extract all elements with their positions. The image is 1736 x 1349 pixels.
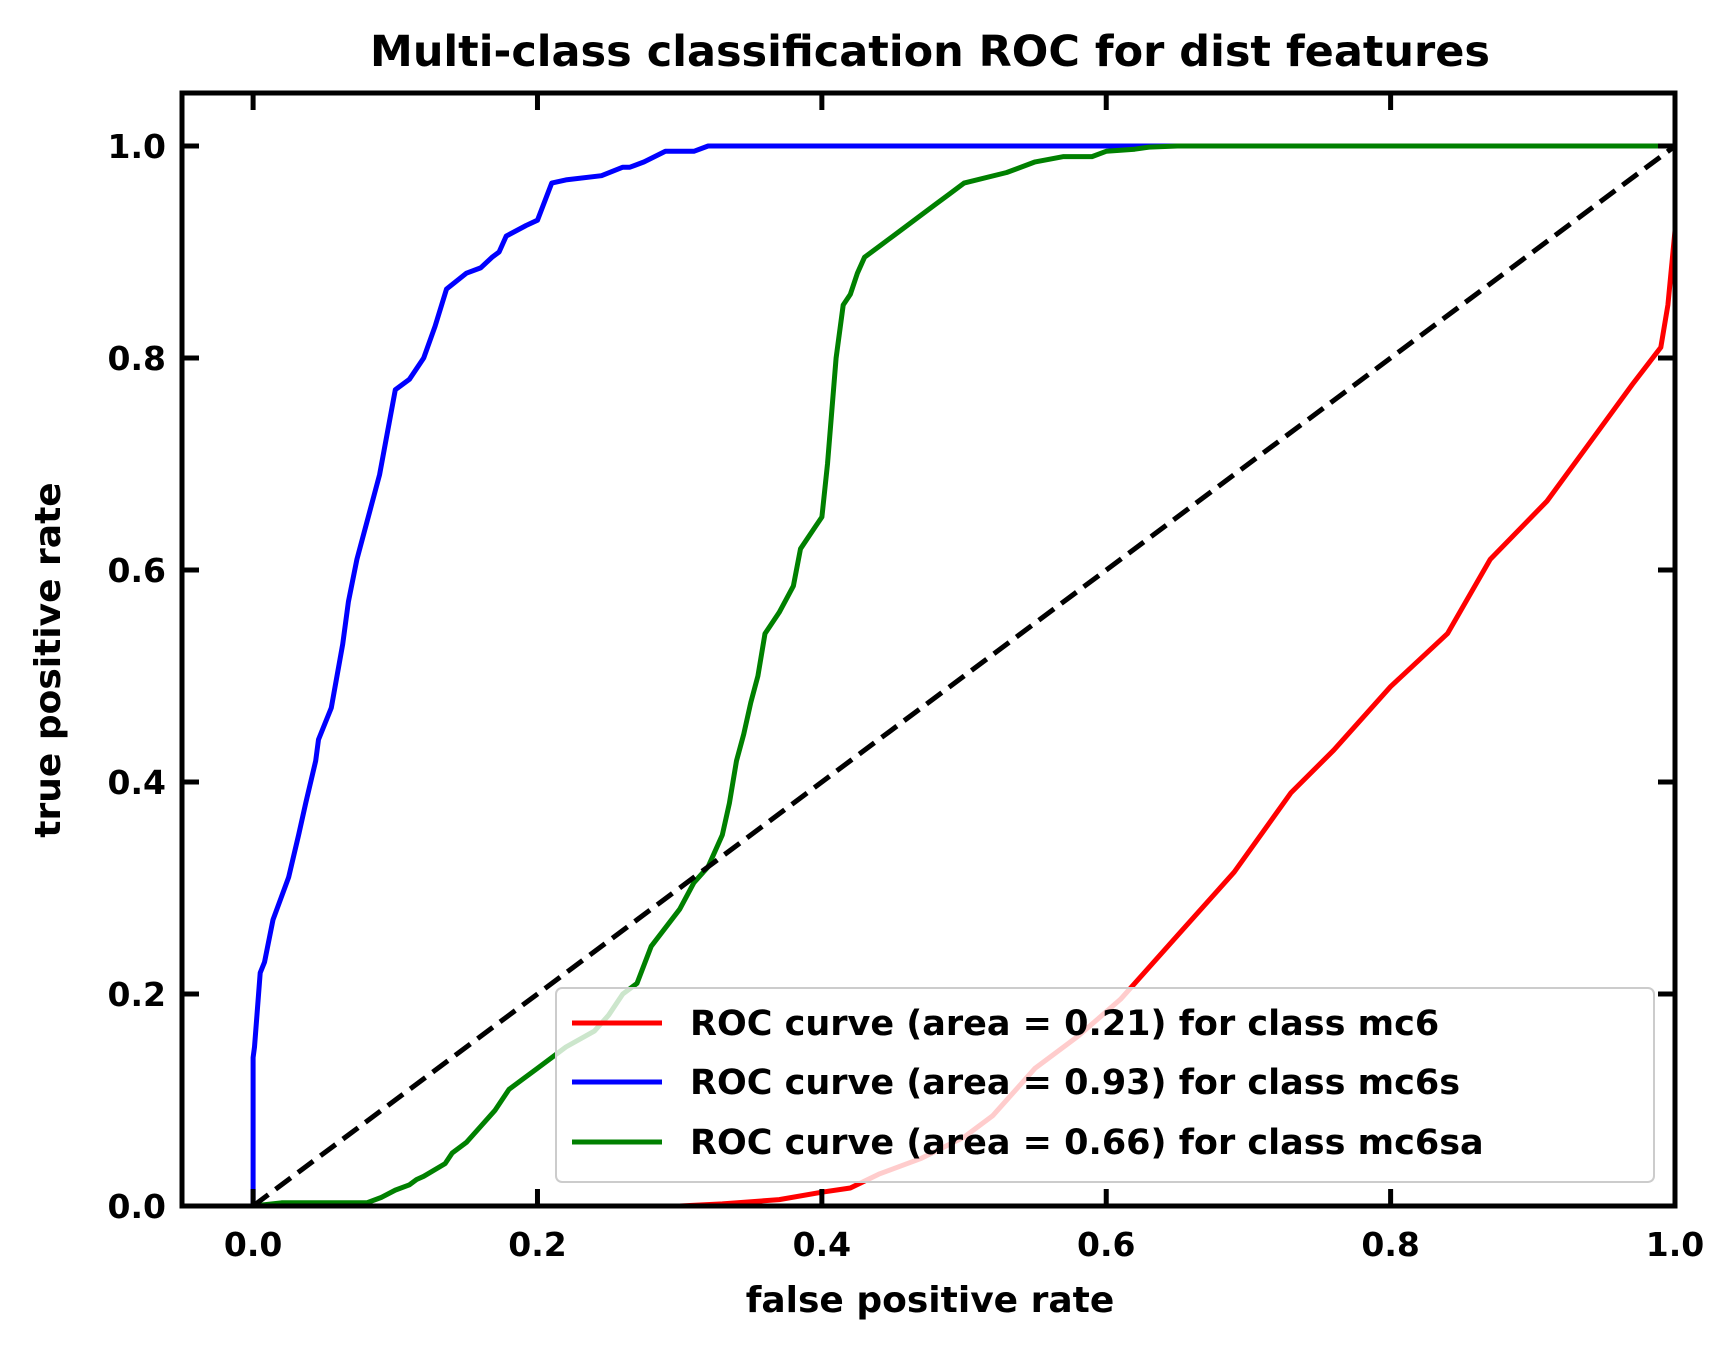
chart-title: Multi-class classification ROC for dist …	[370, 27, 1490, 77]
x-tick-label: 1.0	[1646, 1225, 1704, 1264]
y-tick-label: 0.2	[108, 975, 166, 1014]
series-layer	[250, 143, 1678, 1209]
x-tick-label: 0.4	[793, 1225, 851, 1264]
x-tick-label: 0.6	[1077, 1225, 1135, 1264]
x-tick-labels: 0.0 0.2 0.4 0.6 0.8 1.0	[224, 1225, 1704, 1264]
y-tick-label: 0.6	[108, 551, 166, 590]
y-tick-label: 0.0	[108, 1187, 166, 1226]
plot-frame	[179, 90, 1678, 1209]
legend-label-mc6s: ROC curve (area = 0.93) for class mc6s	[690, 1063, 1460, 1103]
y-tick-labels: 0.0 0.2 0.4 0.6 0.8 1.0	[108, 127, 166, 1226]
y-tick-label: 0.8	[108, 339, 166, 378]
x-tick-label: 0.2	[508, 1225, 566, 1264]
x-axis-label: false positive rate	[746, 1280, 1115, 1321]
y-tick-label: 1.0	[108, 127, 166, 166]
x-tick-label: 0.8	[1361, 1225, 1419, 1264]
series-line-mc6s	[250, 143, 1675, 1206]
legend-label-mc6sa: ROC curve (area = 0.66) for class mc6sa	[690, 1123, 1484, 1163]
x-tick-label: 0.0	[224, 1225, 282, 1264]
plot-area	[179, 90, 1678, 1209]
legend: ROC curve (area = 0.21) for class mc6 RO…	[555, 987, 1655, 1183]
diagonal-reference-line	[251, 143, 1677, 1209]
y-axis-label: true positive rate	[28, 482, 69, 837]
series-line-mc6sa	[252, 143, 1675, 1209]
y-tick-label: 0.4	[108, 763, 166, 802]
legend-label-mc6: ROC curve (area = 0.21) for class mc6	[690, 1004, 1439, 1044]
series-line-mc6	[253, 230, 1678, 1209]
legend-box	[555, 987, 1655, 1183]
